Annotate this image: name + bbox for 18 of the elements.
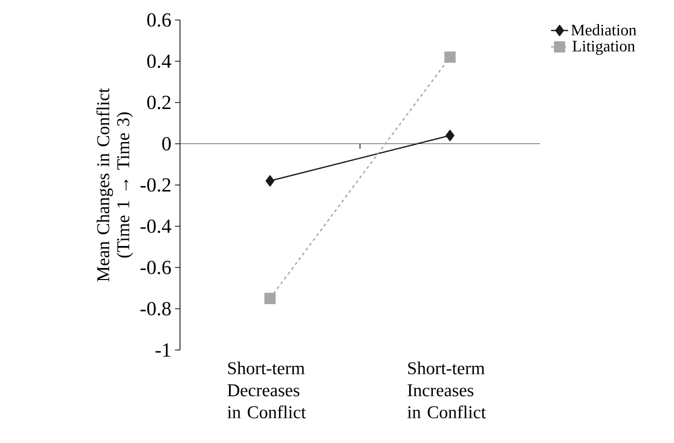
y-tick-label: -1 xyxy=(156,343,170,357)
legend-label: Mediation xyxy=(571,24,636,36)
x-tick-label: Short-term Decreases in Conflict xyxy=(227,362,306,418)
y-tick-label: 0.4 xyxy=(147,54,172,68)
y-tick-label: -0.4 xyxy=(140,219,172,234)
y-tick-label: -0.6 xyxy=(140,260,171,274)
point xyxy=(444,51,456,63)
y-tick-label: -0.8 xyxy=(140,302,171,316)
point xyxy=(266,175,274,187)
y-tick-label: 0.6 xyxy=(147,13,171,27)
y-axis-title: Mean Changes in Conflict (Time 1 → Time 3) xyxy=(96,88,133,282)
point xyxy=(264,292,276,304)
y-tick-label: -0.2 xyxy=(140,178,170,192)
y-tick-label: 0.2 xyxy=(147,96,170,110)
x-tick-label: Short-term Increases in Conflict xyxy=(407,362,486,418)
y-tick-label: 0 xyxy=(162,136,171,150)
point xyxy=(446,130,454,142)
legend-label: Litigation xyxy=(572,40,635,55)
